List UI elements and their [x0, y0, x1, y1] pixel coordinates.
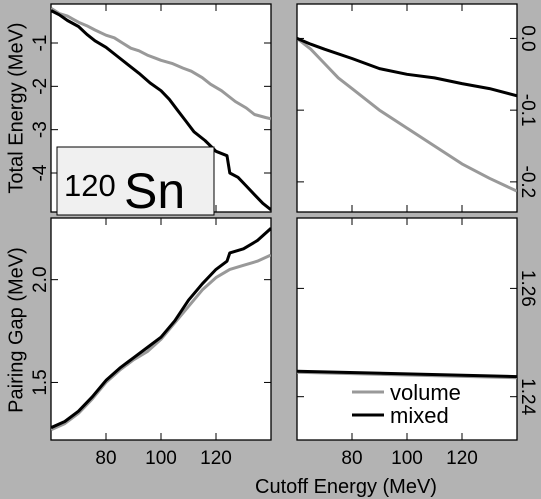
y-axis-label: Total Energy (MeV)	[5, 22, 27, 193]
series-line-volume	[297, 37, 517, 193]
x-tick-label: 80	[95, 448, 116, 469]
isotope-label: 120 Sn	[56, 146, 215, 219]
y-axis-label: Pairing Gap (MeV)	[5, 247, 27, 413]
series-line-mixed	[297, 37, 517, 98]
plot-frame-bottom-right	[296, 217, 518, 441]
x-axis-label: Cutoff Energy (MeV)	[255, 476, 437, 498]
y-tick-label: 2.0	[30, 266, 51, 292]
legend-label-mixed: mixed	[390, 403, 449, 428]
legend-label-volume: volume	[390, 380, 461, 405]
y-tick-label: 1.24	[517, 378, 538, 415]
y-tick-label: 0.0	[517, 25, 538, 51]
series-line-volume	[51, 7, 271, 121]
y-tick-label: 1.5	[30, 369, 51, 395]
x-tick-label: 80	[341, 448, 362, 469]
y-tick-label: -4	[30, 164, 51, 181]
y-tick-label: -0.2	[517, 166, 538, 199]
y-tick-label: -2	[30, 78, 51, 95]
legend: volume mixed	[352, 380, 461, 428]
y-tick-label: -1	[30, 35, 51, 52]
isotope-mass-number: 120	[64, 168, 116, 203]
y-tick-label: -0.1	[517, 94, 538, 127]
y-tick-label: -3	[30, 121, 51, 138]
panel-bottom-right: 80 100 120 1.24 1.26	[296, 217, 538, 469]
series-line-mixed	[297, 369, 517, 379]
plot-frame-top-right	[296, 3, 518, 213]
x-tick-label: 120	[446, 448, 478, 469]
y-tick-label: 1.26	[517, 270, 538, 307]
x-tick-label: 100	[145, 448, 177, 469]
x-tick-label: 120	[200, 448, 232, 469]
panel-top-right: 0.0 -0.1 -0.2	[296, 3, 538, 213]
series-line-mixed	[51, 9, 271, 211]
isotope-label-box	[56, 146, 215, 216]
series-line-mixed	[51, 227, 271, 430]
x-tick-label: 100	[391, 448, 423, 469]
isotope-element-symbol: Sn	[124, 163, 185, 219]
